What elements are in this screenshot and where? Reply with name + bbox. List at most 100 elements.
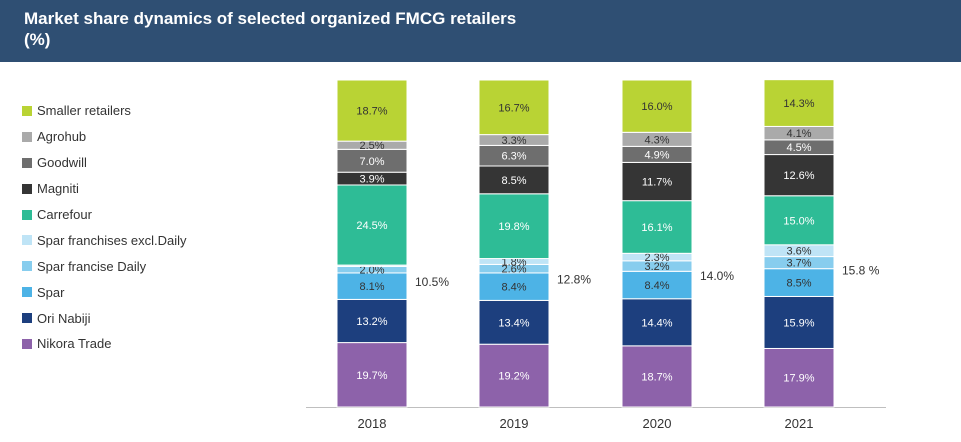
legend-swatch (22, 157, 32, 168)
data-label: 2.3% (644, 252, 669, 264)
legend-swatch (22, 105, 32, 116)
bar-segment-ori-nabiji-2018 (336, 298, 408, 344)
bar-segment-spar-2021 (763, 268, 835, 297)
x-tick-label: 2021 (785, 416, 814, 431)
legend-swatch (22, 235, 32, 246)
data-label: 17.9% (783, 373, 814, 385)
data-label: 14.4% (641, 317, 672, 329)
data-label: 8.5% (501, 175, 526, 187)
bar-segment-smaller-retailers-2020 (621, 79, 693, 133)
data-label: 24.5% (356, 220, 387, 232)
data-label: 19.2% (498, 371, 529, 383)
bar-segment-nikora-trade-2021 (763, 347, 835, 408)
legend-swatch (22, 183, 32, 194)
data-label: 8.4% (644, 280, 669, 292)
data-label: 3.9% (359, 174, 384, 186)
data-label: 3.2% (644, 261, 669, 273)
data-label: 4.3% (644, 134, 669, 146)
data-label: 16.0% (641, 101, 672, 113)
spar-total-annotation: 15.8 % (842, 264, 880, 278)
x-tick-label: 2020 (643, 416, 672, 431)
legend-label: Magniti (37, 181, 79, 197)
legend-label: Ori Nabiji (37, 310, 91, 326)
bar-segment-ori-nabiji-2019 (478, 299, 550, 345)
legend-item-goodwill: Goodwill (22, 150, 292, 176)
data-label: 15.9% (783, 317, 814, 329)
legend-item-agrohub: Agrohub (22, 124, 292, 150)
bar-segment-ori-nabiji-2021 (763, 295, 835, 349)
legend: Smaller retailers Agrohub Goodwill Magniti C… (22, 98, 292, 357)
legend-item-ori-nabiji: Ori Nabiji (22, 305, 292, 331)
data-label: 2.5% (359, 140, 384, 152)
data-label: 8.1% (359, 281, 384, 293)
bar-segment-nikora-trade-2019 (478, 343, 550, 408)
legend-swatch (22, 131, 32, 142)
legend-item-smaller-retailers: Smaller retailers (22, 98, 292, 124)
data-label: 3.7% (786, 258, 811, 270)
data-label: 1.8% (501, 256, 526, 268)
data-label: 19.8% (498, 221, 529, 233)
data-label: 18.7% (641, 371, 672, 383)
data-label: 16.1% (641, 222, 672, 234)
legend-label: Agrohub (37, 129, 87, 145)
legend-label: Spar franchises excl.Daily (37, 232, 187, 248)
legend-swatch (22, 287, 32, 298)
data-label: 3.3% (501, 135, 526, 147)
chart-header: Market share dynamics of selected organi… (0, 0, 961, 62)
bar-segment-smaller-retailers-2019 (478, 79, 550, 136)
data-label: 11.7% (642, 177, 673, 189)
data-label: 4.1% (786, 128, 811, 140)
x-tick-label: 2018 (358, 416, 387, 431)
data-label: 2.6% (501, 264, 526, 276)
data-label: 13.2% (356, 316, 387, 328)
bar-segment-spar-2019 (478, 272, 550, 301)
data-label: 13.4% (498, 317, 529, 329)
bar-segment-magniti-2020 (621, 161, 693, 202)
bar-segment-nikora-trade-2020 (621, 345, 693, 408)
data-label: 3.6% (786, 246, 811, 258)
data-label: 8.4% (501, 282, 526, 294)
data-label: 8.5% (786, 278, 811, 290)
legend-label: Spar (37, 284, 65, 300)
bar-segment-smaller-retailers-2021 (763, 79, 835, 127)
legend-label: Goodwill (37, 155, 87, 171)
data-label: 15.0% (783, 215, 814, 227)
legend-label: Smaller retailers (37, 103, 131, 119)
legend-item-magniti: Magniti (22, 176, 292, 202)
legend-item-spar-francise-daily: Spar francise Daily (22, 253, 292, 279)
legend-item-spar: Spar (22, 279, 292, 305)
data-label: 4.5% (786, 142, 811, 154)
legend-swatch (22, 338, 32, 349)
spar-total-annotation: 12.8% (557, 272, 591, 286)
data-label: 12.6% (783, 170, 814, 182)
bar-segment-smaller-retailers-2018 (336, 79, 408, 142)
legend-swatch (22, 313, 32, 324)
bar-segment-carrefour-2018 (336, 184, 408, 266)
data-label: 7.0% (359, 156, 384, 168)
data-label: 19.7% (356, 370, 387, 382)
legend-label: Carrefour (37, 207, 92, 222)
data-label: 18.7% (356, 106, 387, 118)
spar-total-annotation: 14.0% (700, 269, 734, 283)
legend-label: Nikora Trade (37, 336, 112, 352)
legend-swatch (22, 261, 32, 272)
chart-title: Market share dynamics of selected organi… (24, 9, 517, 49)
legend-label: Spar francise Daily (37, 258, 147, 274)
bar-segment-spar-2018 (336, 272, 408, 300)
data-label: 6.3% (501, 151, 526, 163)
legend-item-carrefour: Carrefour (22, 202, 292, 228)
bar-segment-nikora-trade-2018 (336, 342, 408, 408)
bar-segment-magniti-2019 (478, 165, 550, 195)
legend-item-nikora-trade: Nikora Trade (22, 331, 292, 357)
spar-total-annotation: 10.5% (415, 275, 449, 289)
legend-item-spar-franchises-excl-daily: Spar franchises excl.Daily (22, 227, 292, 253)
bar-segment-magniti-2021 (763, 154, 835, 197)
data-label: 2.0% (359, 265, 384, 277)
data-label: 14.3% (783, 98, 814, 110)
x-tick-label: 2019 (500, 416, 529, 431)
bar-segment-ori-nabiji-2020 (621, 298, 693, 347)
bar-segment-carrefour-2019 (478, 193, 550, 260)
legend-swatch (22, 209, 32, 220)
data-label: 4.9% (644, 149, 669, 161)
